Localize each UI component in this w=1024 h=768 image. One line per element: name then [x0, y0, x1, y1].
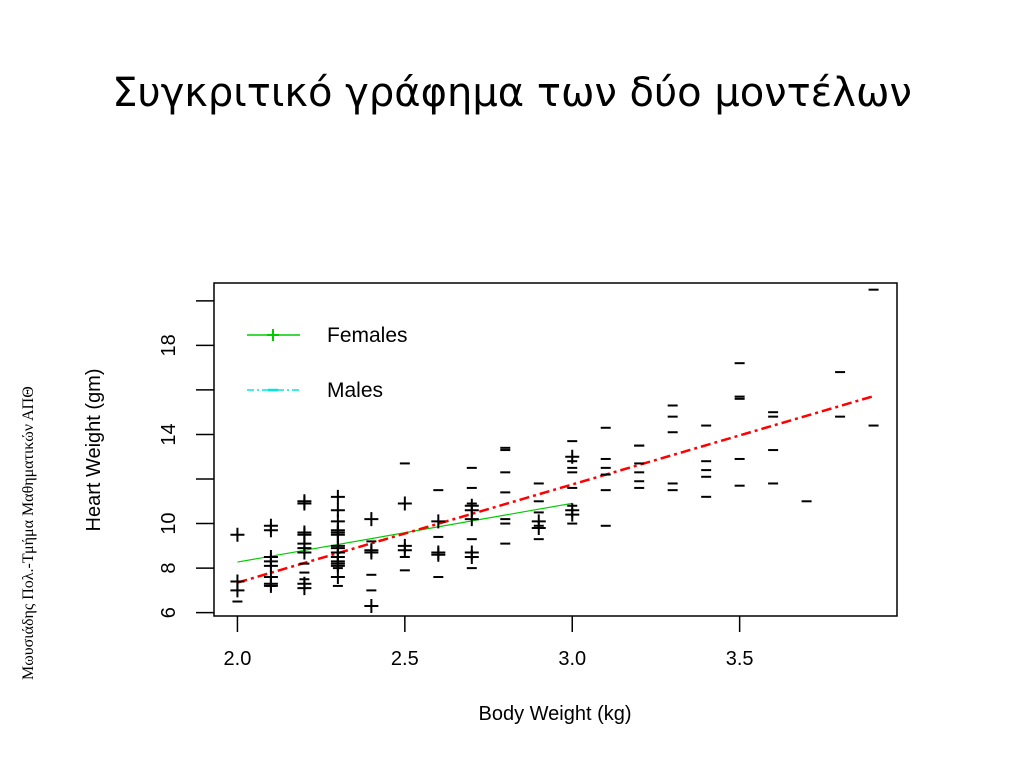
data-point-females — [230, 574, 245, 589]
data-point-females — [263, 518, 278, 533]
data-point-females — [230, 527, 245, 542]
fit-lines — [237, 394, 874, 584]
x-tick-label: 2.0 — [224, 648, 252, 670]
plot-frame — [213, 282, 898, 617]
y-tick-label: 10 — [158, 512, 180, 534]
legend-label-males: Males — [327, 379, 383, 402]
legend-label-females: Females — [327, 324, 408, 347]
x-tick-label: 2.5 — [391, 648, 419, 670]
y-axis: 6 8 10 14 18 — [158, 300, 214, 618]
data-point-females — [297, 525, 312, 540]
data-point-females — [431, 514, 446, 529]
y-tick-label: 14 — [158, 423, 180, 445]
data-point-females — [364, 598, 379, 613]
y-tick-label: 18 — [158, 334, 180, 356]
data-point-females — [330, 489, 345, 504]
data-point-females — [297, 494, 312, 509]
data-point-females — [431, 545, 446, 560]
data-point-females — [397, 496, 412, 511]
x-axis-label: Body Weight (kg) — [478, 703, 631, 725]
x-tick-label: 3.0 — [558, 648, 586, 670]
data-point-females — [330, 503, 345, 518]
legend: Females Males — [247, 324, 408, 402]
data-point-females — [397, 538, 412, 553]
y-axis-label: Heart Weight (gm) — [83, 368, 105, 531]
data-point-females — [263, 549, 278, 564]
x-axis: 2.0 2.5 3.0 3.5 — [224, 616, 754, 670]
data-point-females — [364, 543, 379, 558]
y-tick-label: 6 — [158, 607, 180, 618]
legend-marker-females — [267, 329, 279, 341]
fit-line-males — [237, 394, 874, 584]
data-point-females — [464, 498, 479, 513]
y-tick-label: 8 — [158, 563, 180, 574]
x-tick-label: 3.5 — [726, 648, 754, 670]
slide-title: Συγκριτικό γράφημα των δύο μοντέλων — [112, 70, 912, 116]
data-points — [230, 288, 879, 613]
data-point-females — [364, 512, 379, 527]
data-point-females — [464, 545, 479, 560]
